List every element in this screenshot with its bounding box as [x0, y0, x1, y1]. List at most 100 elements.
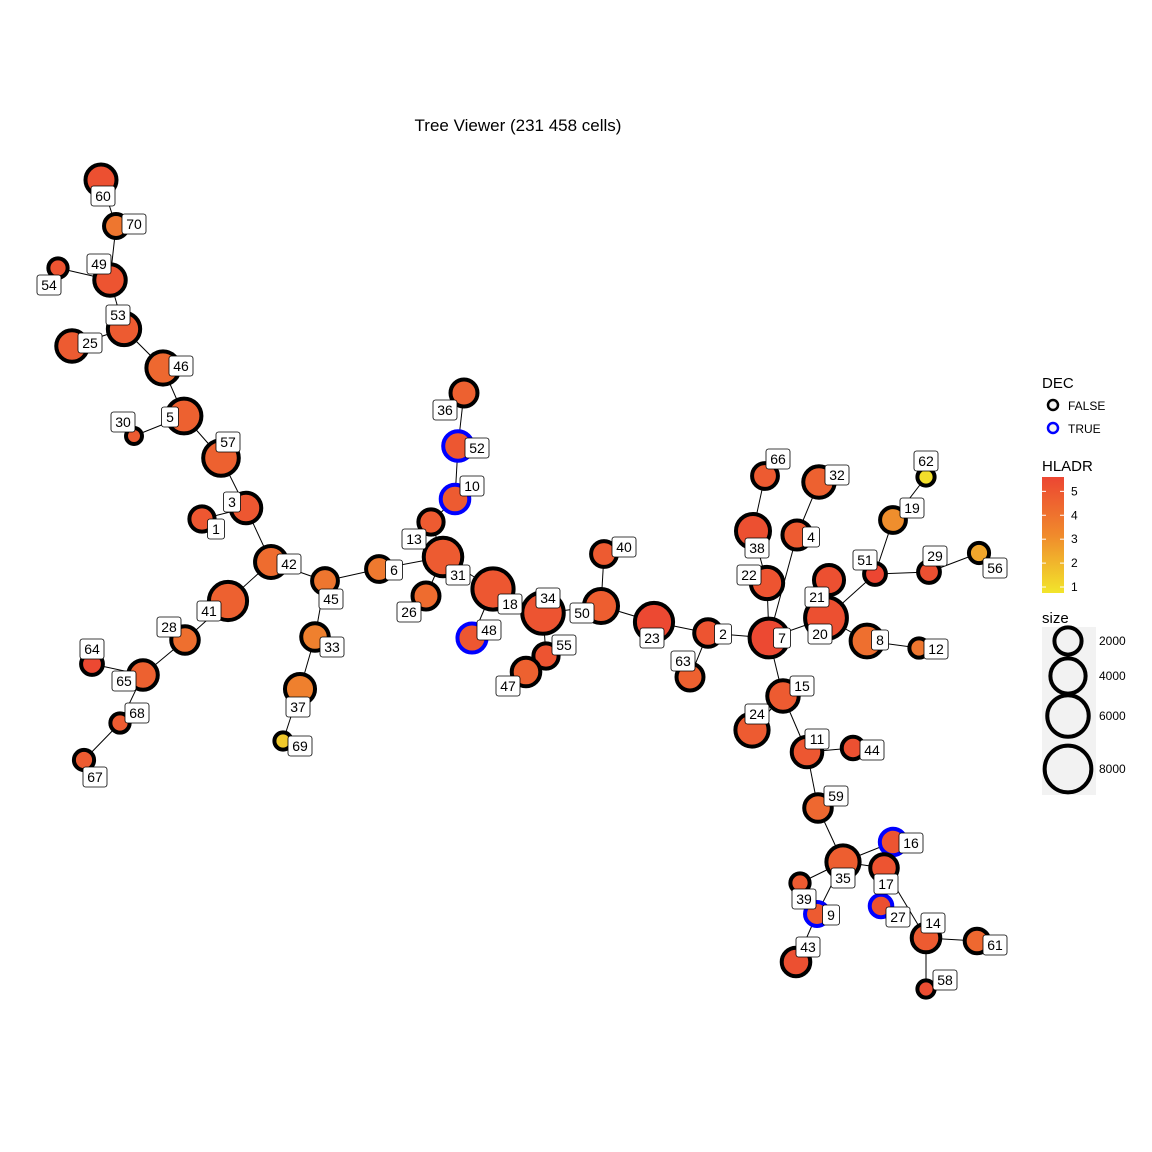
node-label-47: 47 [495, 675, 521, 697]
node-label-text-59: 59 [828, 788, 844, 804]
node-label-text-1: 1 [212, 521, 220, 537]
node-label-35: 35 [830, 867, 856, 889]
node-label-text-64: 64 [84, 641, 100, 657]
node-label-66: 66 [765, 448, 791, 470]
node-label-box-59 [823, 785, 849, 807]
node-label-text-56: 56 [987, 560, 1003, 576]
node-label-text-50: 50 [574, 605, 590, 621]
hladr-tick-label-3: 3 [1071, 532, 1078, 546]
node-label-text-55: 55 [556, 637, 572, 653]
node-label-59: 59 [823, 785, 849, 807]
node-label-box-17 [873, 873, 899, 895]
node-label-text-53: 53 [110, 307, 126, 323]
node-label-box-26 [396, 601, 422, 623]
node-label-text-16: 16 [903, 835, 919, 851]
node-label-40: 40 [611, 536, 637, 558]
size-key-label-8000: 8000 [1099, 762, 1126, 776]
node-label-6: 6 [385, 559, 403, 581]
node-label-text-26: 26 [401, 604, 417, 620]
node-label-text-18: 18 [502, 596, 518, 612]
node-label-box-60 [90, 185, 116, 207]
node-label-text-54: 54 [41, 277, 57, 293]
node-label-11: 11 [804, 728, 830, 750]
node-label-3: 3 [223, 491, 241, 513]
node-label-box-38 [744, 537, 770, 559]
node-label-5: 5 [161, 406, 179, 428]
node-label-20: 20 [807, 623, 833, 645]
node-label-box-56 [982, 557, 1008, 579]
node-label-box-65 [111, 670, 137, 692]
node-label-box-33 [319, 636, 345, 658]
node-label-text-28: 28 [161, 619, 177, 635]
node-label-box-30 [110, 411, 136, 433]
node-label-24: 24 [744, 703, 770, 725]
node-label-box-62 [913, 450, 939, 472]
node-label-53: 53 [105, 304, 131, 326]
node-label-36: 36 [432, 399, 458, 421]
node-label-56: 56 [982, 557, 1008, 579]
node-label-box-67 [82, 766, 108, 788]
node-label-16: 16 [898, 832, 924, 854]
node-label-17: 17 [873, 873, 899, 895]
node-label-54: 54 [36, 274, 62, 296]
node-label-text-47: 47 [500, 678, 516, 694]
node-label-box-25 [77, 332, 103, 354]
node-label-box-22 [736, 564, 762, 586]
node-label-text-42: 42 [281, 556, 297, 572]
node-label-box-54 [36, 274, 62, 296]
node-label-text-46: 46 [173, 358, 189, 374]
node-label-10: 10 [459, 475, 485, 497]
node-label-box-43 [795, 936, 821, 958]
node-label-61: 61 [982, 934, 1008, 956]
node-label-text-40: 40 [616, 539, 632, 555]
node-label-box-10 [459, 475, 485, 497]
size-key-label-2000: 2000 [1099, 634, 1126, 648]
node-label-67: 67 [82, 766, 108, 788]
node-label-box-20 [807, 623, 833, 645]
node-label-32: 32 [824, 464, 850, 486]
node-label-37: 37 [285, 696, 311, 718]
node-36[interactable] [448, 377, 480, 409]
chart-title: Tree Viewer (231 458 cells) [415, 116, 622, 135]
node-label-box-44 [859, 739, 885, 761]
node-label-text-20: 20 [812, 626, 828, 642]
node-label-box-55 [551, 634, 577, 656]
node-label-19: 19 [899, 497, 925, 519]
node-label-box-64 [79, 638, 105, 660]
hladr-tick-label-4: 4 [1071, 508, 1078, 522]
node-label-text-6: 6 [390, 562, 398, 578]
node-label-39: 39 [791, 888, 817, 910]
node-58[interactable] [915, 978, 937, 1000]
node-label-box-12 [923, 638, 949, 660]
node-label-18: 18 [497, 593, 523, 615]
hladr-colorbar [1042, 477, 1064, 593]
node-label-text-8: 8 [876, 632, 884, 648]
node-19[interactable] [878, 505, 908, 535]
node-label-text-61: 61 [987, 937, 1003, 953]
node-label-box-5 [161, 406, 179, 428]
node-label-65: 65 [111, 670, 137, 692]
node-label-box-48 [476, 619, 502, 641]
node-66[interactable] [750, 461, 780, 491]
node-label-text-51: 51 [857, 552, 873, 568]
node-label-text-2: 2 [719, 626, 727, 642]
dec-legend-false-key [1046, 398, 1060, 412]
node-label-box-2 [714, 623, 732, 645]
node-label-box-31 [445, 564, 471, 586]
node-label-12: 12 [923, 638, 949, 660]
node-label-box-6 [385, 559, 403, 581]
node-label-text-23: 23 [644, 630, 660, 646]
node-label-text-37: 37 [290, 699, 306, 715]
node-label-25: 25 [77, 332, 103, 354]
node-13[interactable] [416, 507, 446, 537]
node-label-7: 7 [773, 627, 791, 649]
node-label-box-40 [611, 536, 637, 558]
size-legend-keys: 2000 4000 6000 8000 [1042, 625, 1126, 795]
node-label-box-70 [121, 213, 147, 235]
legend: DEC FALSE TRUE HLADR 5 4 3 2 1 size 2000 4000… [1042, 375, 1126, 795]
node-label-box-24 [744, 703, 770, 725]
node-label-55: 55 [551, 634, 577, 656]
node-label-38: 38 [744, 537, 770, 559]
node-label-27: 27 [885, 906, 911, 928]
node-label-21: 21 [804, 586, 830, 608]
